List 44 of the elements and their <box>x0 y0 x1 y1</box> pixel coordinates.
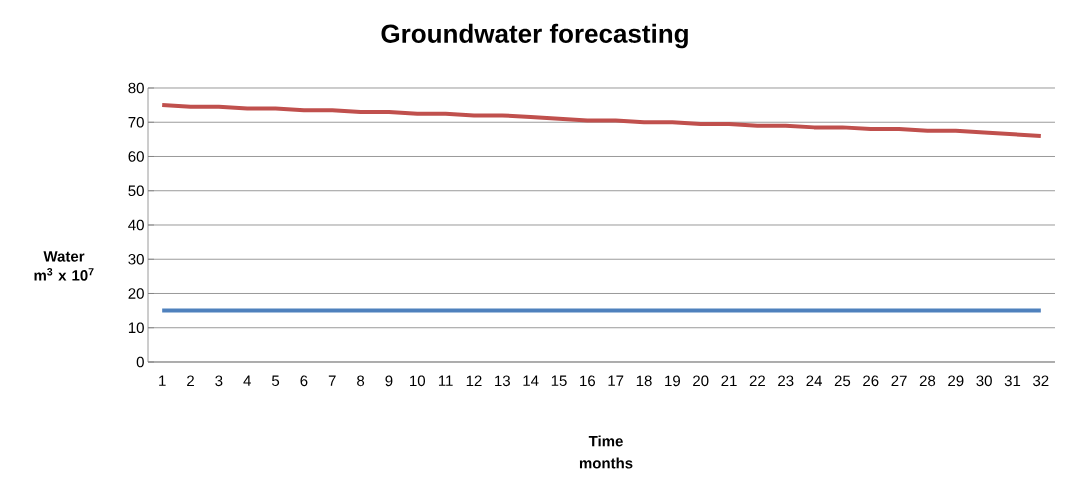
x-tick-label: 22 <box>749 375 765 386</box>
x-tick-label: 6 <box>300 375 308 387</box>
y-tick-label: 30 <box>128 253 144 265</box>
x-tick-label: 11 <box>438 375 453 386</box>
x-tick-label: 17 <box>608 375 624 386</box>
y-tick-label: 10 <box>128 322 144 334</box>
x-tick-label: 7 <box>328 375 336 386</box>
y-tick-label: 80 <box>128 82 144 94</box>
x-tick-label: 31 <box>1004 375 1021 387</box>
y-tick-label: 70 <box>128 116 144 128</box>
x-tick-label: 3 <box>215 375 223 387</box>
x-axis-title: Time months <box>579 435 633 469</box>
x-tick-label: 32 <box>1033 375 1049 387</box>
y-tick-label: 40 <box>128 219 144 231</box>
x-tick-label: 12 <box>466 375 482 386</box>
y-tick-label: 60 <box>128 151 144 162</box>
x-tick-label: 19 <box>665 375 680 387</box>
x-tick-label: 16 <box>580 375 596 387</box>
y-tick-label: 50 <box>128 185 144 197</box>
x-tick-label: 23 <box>778 375 794 387</box>
x-tick-label: 2 <box>187 375 194 386</box>
x-tick-label: 28 <box>919 375 936 387</box>
x-tick-label: 25 <box>834 375 851 387</box>
x-tick-label: 1 <box>159 375 166 386</box>
x-tick-label: 15 <box>551 375 567 386</box>
x-tick-label: 14 <box>523 375 539 386</box>
x-tick-label: 26 <box>863 375 879 387</box>
chart-title: Groundwater forecasting <box>381 23 688 49</box>
x-tick-label: 24 <box>806 375 822 386</box>
y-axis-title: Water m$^{3}$ x 10$^{7}$ <box>34 251 94 281</box>
x-tick-label: 20 <box>693 375 709 387</box>
x-tick-label: 29 <box>948 375 964 387</box>
x-tick-label: 5 <box>271 375 280 386</box>
x-tick-label: 30 <box>976 375 992 387</box>
y-tick-label: 20 <box>128 288 144 299</box>
x-tick-label: 27 <box>891 375 907 386</box>
x-tick-label: 8 <box>357 375 365 387</box>
x-tick-label: 13 <box>495 375 510 387</box>
x-tick-label: 10 <box>410 375 426 387</box>
x-tick-label: 4 <box>243 375 251 386</box>
x-tick-label: 9 <box>385 375 393 387</box>
y-tick-label: 0 <box>136 356 144 368</box>
x-tick-label: 18 <box>636 375 652 387</box>
x-tick-label: 21 <box>721 375 737 386</box>
